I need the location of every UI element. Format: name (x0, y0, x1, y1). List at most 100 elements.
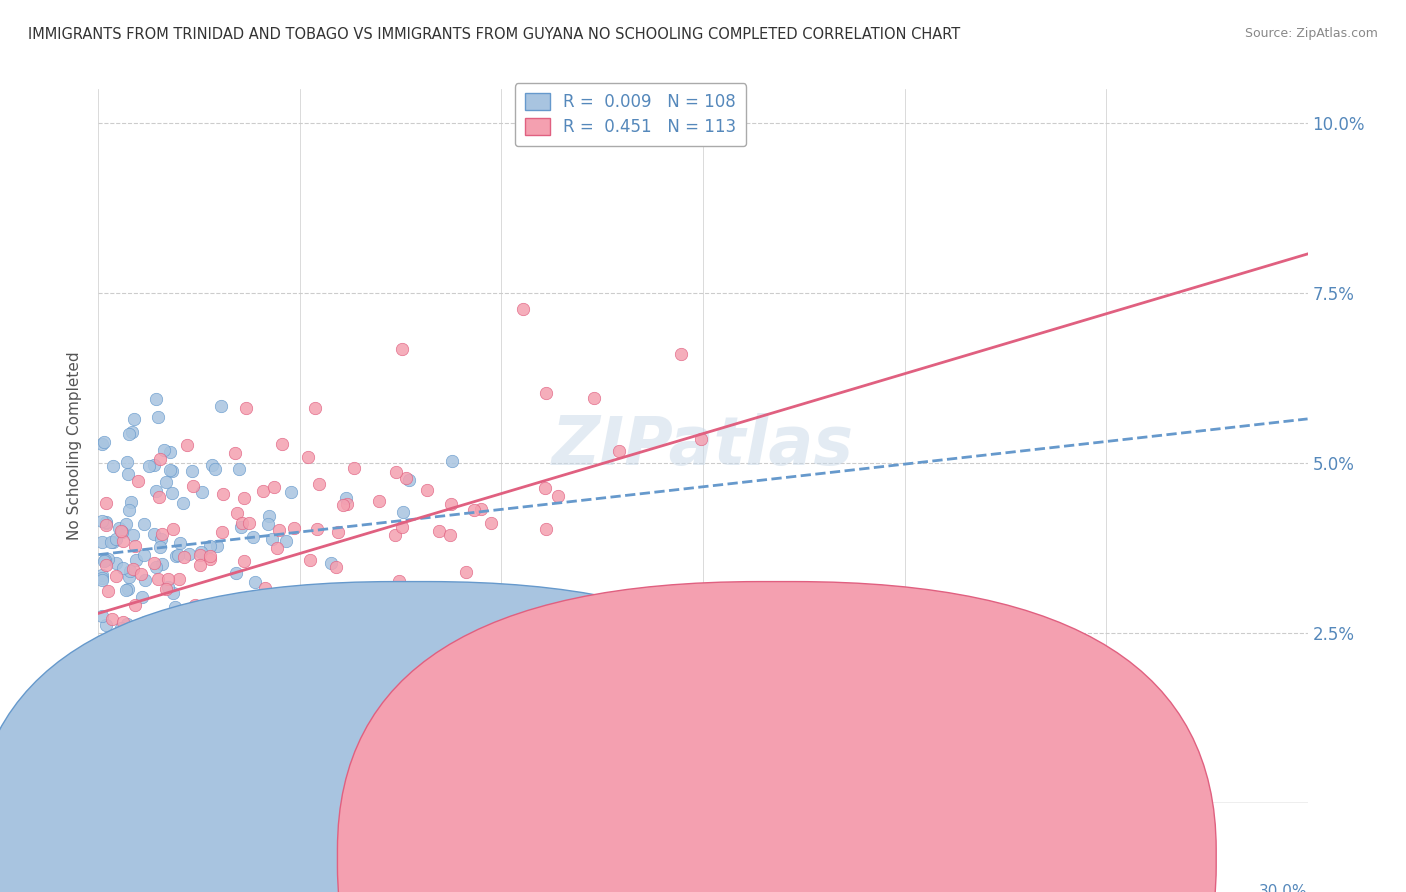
Point (336, 497, 359, 511)
Point (385, 465, 408, 479)
Point (120, 564, 142, 578)
Point (153, 442, 176, 457)
Point (159, 463, 181, 477)
Point (229, 519, 252, 533)
Point (395, 471, 418, 485)
Point (149, 451, 172, 466)
Point (288, 617, 311, 632)
Point (169, 536, 191, 550)
Point (146, 409, 169, 424)
Point (479, 516, 502, 530)
Point (259, 509, 281, 524)
Point (188, 672, 211, 686)
Point (388, 574, 411, 588)
Point (91, 535, 114, 549)
Point (176, 438, 198, 452)
Point (94, 558, 117, 572)
Point (271, 437, 294, 451)
Point (115, 516, 138, 531)
Point (162, 464, 184, 478)
Point (470, 502, 492, 516)
Point (142, 458, 165, 472)
Point (117, 455, 139, 469)
Point (131, 591, 153, 605)
Point (183, 598, 205, 612)
Point (94, 617, 117, 632)
Point (162, 522, 184, 536)
Point (111, 561, 134, 575)
Point (235, 401, 257, 416)
Point (512, 301, 534, 316)
Point (326, 525, 349, 540)
Point (122, 528, 145, 542)
Point (285, 612, 308, 626)
Point (100, 697, 122, 711)
Point (100, 534, 122, 549)
Point (204, 462, 226, 476)
Point (121, 562, 143, 576)
Legend: R =  0.009   N = 108, R =  0.451   N = 113: R = 0.009 N = 108, R = 0.451 N = 113 (515, 83, 747, 146)
Point (120, 495, 142, 509)
Point (263, 480, 285, 494)
Point (391, 504, 413, 518)
Point (112, 534, 135, 549)
Point (367, 494, 389, 508)
Point (115, 616, 138, 631)
Point (155, 475, 177, 489)
Point (181, 600, 204, 615)
Point (252, 483, 274, 498)
Point (463, 502, 485, 516)
Point (155, 582, 177, 596)
Point (391, 520, 413, 534)
Point (117, 467, 139, 481)
Point (136, 617, 159, 632)
Point (114, 739, 136, 753)
Point (156, 572, 179, 586)
Point (219, 644, 242, 658)
Point (224, 446, 246, 460)
Point (134, 548, 156, 562)
Point (243, 575, 266, 590)
Point (149, 540, 172, 554)
Point (110, 524, 132, 538)
Point (231, 516, 253, 530)
Point (129, 567, 152, 582)
Point (108, 521, 131, 535)
Point (671, 347, 693, 361)
Point (207, 633, 229, 648)
Point (124, 598, 146, 612)
Point (181, 479, 204, 493)
Point (166, 548, 188, 562)
Point (198, 719, 221, 733)
Point (276, 533, 298, 548)
Point (198, 551, 221, 566)
Text: Source: ZipAtlas.com: Source: ZipAtlas.com (1244, 27, 1378, 40)
Point (91, 573, 114, 587)
Point (307, 522, 329, 536)
Point (145, 484, 167, 499)
Point (325, 560, 347, 574)
Point (225, 566, 247, 581)
Point (105, 532, 128, 546)
Point (128, 693, 150, 707)
Point (690, 432, 713, 446)
Point (150, 687, 173, 701)
Point (91, 636, 114, 650)
Point (117, 648, 139, 663)
Point (169, 625, 191, 640)
Point (188, 548, 211, 562)
Point (94, 516, 117, 530)
Point (121, 626, 143, 640)
Point (139, 627, 162, 641)
Point (97, 584, 120, 599)
Point (105, 556, 128, 570)
Point (607, 444, 630, 458)
Point (219, 694, 242, 708)
Point (172, 496, 194, 510)
Point (201, 458, 224, 472)
Point (439, 527, 461, 541)
Point (308, 477, 330, 491)
Point (115, 582, 138, 597)
Point (183, 702, 205, 716)
Point (159, 649, 181, 664)
